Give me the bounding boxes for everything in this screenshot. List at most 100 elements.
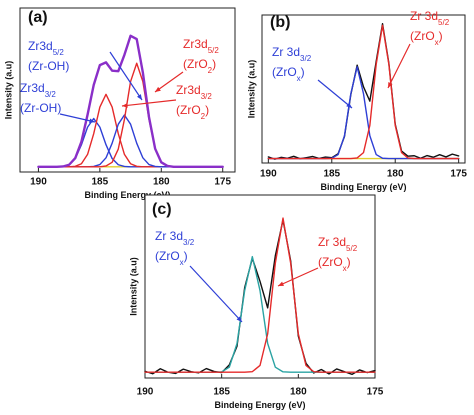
annotation: Zr 3d5/2: [410, 9, 450, 27]
annotation-arrow: [277, 267, 319, 287]
annotation-arrow: [317, 79, 353, 109]
annotation-text: ): [347, 255, 351, 269]
spectrum-line: [37, 34, 224, 169]
x-tick-label: 180: [387, 169, 404, 180]
annotation-arrow: [109, 51, 143, 101]
x-tick-label: 180: [290, 387, 307, 398]
annotation-text: 3/2: [201, 92, 213, 101]
annotation-text: (ZrO: [176, 103, 201, 117]
annotation-text: Zr 3d: [272, 45, 300, 59]
annotation-text: ): [301, 65, 305, 79]
arrow-head: [136, 94, 142, 100]
annotation-text: (ZrO: [410, 29, 435, 43]
annotation: Zr3d3/2: [176, 83, 212, 101]
annotation-text: (Zr-OH): [20, 101, 61, 115]
annotation: (ZrO2): [183, 57, 216, 75]
plot-frame: [19, 7, 236, 173]
panel-label: (b): [270, 14, 290, 31]
annotation-arrow: [189, 265, 243, 323]
annotation-text: (ZrO: [318, 255, 343, 269]
spectrum-line: [144, 217, 376, 373]
annotation-text: Zr3d: [20, 81, 45, 95]
annotation: (ZrOx): [410, 29, 443, 47]
plot-frame: [144, 194, 376, 379]
annotation: Zr 3d5/2: [318, 235, 358, 253]
annotation-text: 3/2: [45, 90, 57, 99]
annotation-text: 5/2: [208, 46, 220, 55]
annotation: (ZrOx): [155, 249, 188, 267]
x-axis-label: Binding Energy (eV): [320, 182, 406, 192]
annotation: (Zr-OH): [20, 101, 61, 115]
plot-frame: [261, 14, 466, 164]
annotation-text: Zr 3d: [155, 229, 183, 243]
panel: 190 185 180 175 Binding Energy (eV) Intensity…: [3, 7, 236, 200]
x-tick-label: 175: [367, 387, 384, 398]
x-tick-label: 185: [213, 387, 230, 398]
annotation-text: ): [184, 249, 188, 263]
arrow-head: [346, 102, 352, 108]
panel: 190 185 180 175 Bindeing Energy (eV) Intensit…: [128, 194, 384, 410]
annotation-text: 5/2: [346, 244, 358, 253]
annotation: Zr3d3/2: [20, 81, 56, 99]
x-axis-label: Bindeing Energy (eV): [214, 400, 305, 410]
annotation: (ZrOx): [318, 255, 351, 273]
x-tick-label: 185: [323, 169, 340, 180]
annotation-text: x: [343, 264, 347, 273]
annotation: (ZrO2): [176, 103, 209, 121]
annotation: Zr3d5/2: [28, 39, 64, 57]
annotation-text: 5/2: [53, 48, 65, 57]
annotation-text: Zr3d: [183, 37, 208, 51]
annotation-text: 2: [201, 112, 206, 121]
annotation-text: 5/2: [438, 18, 450, 27]
arrow-head: [89, 118, 95, 124]
x-tick-label: 180: [153, 177, 170, 188]
annotation-text: x: [297, 74, 301, 83]
annotation: (Zr-OH): [28, 59, 69, 73]
annotation-text: 3/2: [183, 238, 195, 247]
annotation-text: Zr3d: [28, 39, 53, 53]
x-tick-label: 190: [260, 169, 277, 180]
y-axis-label: Intensity (a.u): [128, 257, 138, 316]
annotation-arrow: [387, 43, 411, 89]
x-tick-label: 175: [214, 177, 231, 188]
annotation-text: ): [439, 29, 443, 43]
annotation-text: 2: [208, 66, 213, 75]
annotation-text: Zr 3d: [318, 235, 346, 249]
annotation-text: ): [205, 103, 209, 117]
x-tick-label: 190: [137, 387, 154, 398]
arrow-head: [388, 82, 393, 88]
x-tick-label: 175: [450, 169, 467, 180]
annotation-text: (Zr-OH): [28, 59, 69, 73]
annotation-text: (ZrO: [155, 249, 180, 263]
annotation-arrow: [59, 113, 96, 123]
arrow-head: [122, 103, 128, 108]
panel: 190 185 180 175 Binding Energy (eV) Intensity…: [246, 9, 467, 192]
annotation-text: ): [212, 57, 216, 71]
arrow-head: [278, 281, 284, 286]
annotation: Zr3d5/2: [183, 37, 219, 55]
y-axis-label: Intensity (a.u): [3, 61, 13, 120]
x-tick-label: 190: [30, 177, 47, 188]
annotation: Zr 3d3/2: [155, 229, 195, 247]
panel-label: (c): [152, 201, 172, 218]
annotation-arrow: [121, 99, 177, 107]
x-axis-label: Binding Energy (eV): [84, 190, 170, 200]
annotation-text: Zr3d: [176, 83, 201, 97]
annotation-text: x: [435, 38, 439, 47]
annotation: (ZrOx): [272, 65, 305, 83]
annotation-text: x: [180, 258, 184, 267]
annotation-text: (ZrO: [272, 65, 297, 79]
x-tick-label: 185: [92, 177, 109, 188]
annotation-arrow: [154, 71, 184, 93]
arrow-head: [236, 316, 242, 322]
panel-label: (a): [28, 9, 48, 26]
spectrum-line: [267, 24, 460, 160]
y-axis-label: Intensity (a.u): [246, 60, 256, 119]
annotation-text: (ZrO: [183, 57, 208, 71]
annotation-text: 3/2: [300, 54, 312, 63]
annotation: Zr 3d3/2: [272, 45, 312, 63]
arrow-head: [155, 86, 161, 92]
annotation-text: Zr 3d: [410, 9, 438, 23]
spectrum-line: [144, 219, 376, 376]
